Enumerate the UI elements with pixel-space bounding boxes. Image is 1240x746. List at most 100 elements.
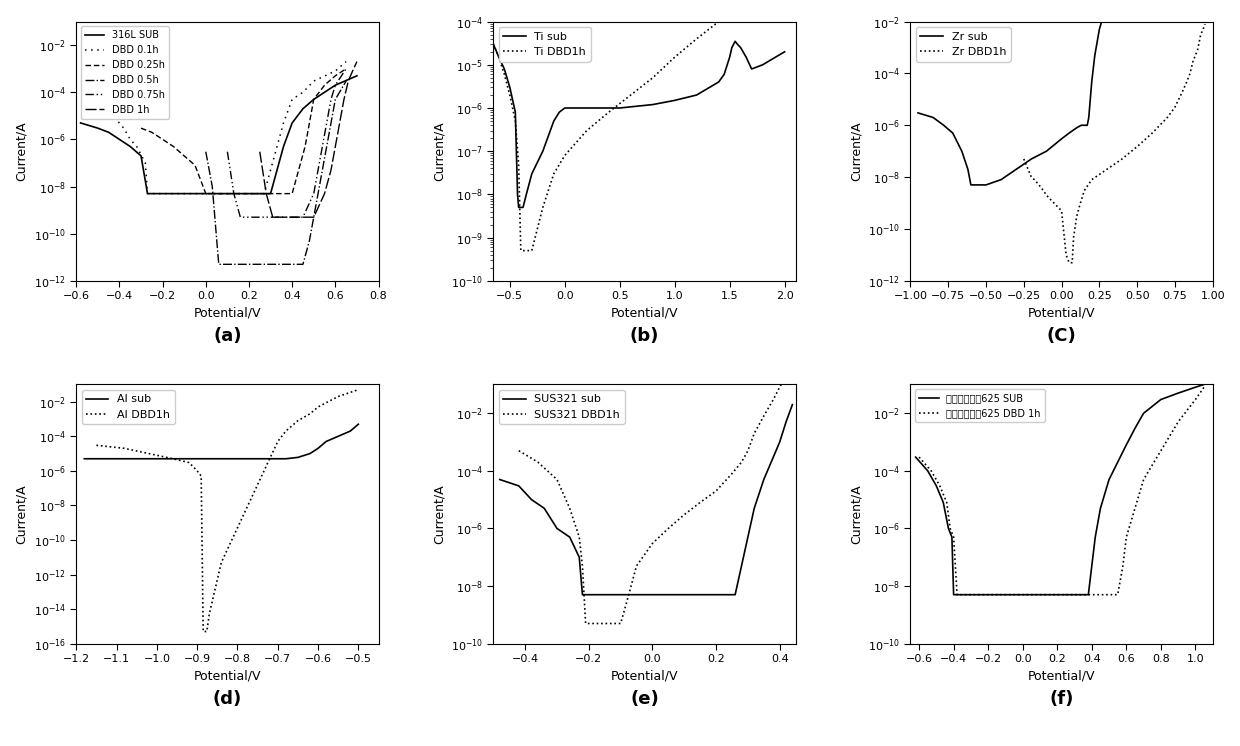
Al sub [193, 454, 208, 463]
DBD 0.5h [339, 77, 353, 86]
DBD 0.25h [285, 189, 300, 198]
SUS321 DBD1h [613, 619, 627, 628]
Zr sub [1084, 77, 1099, 86]
Zr DBD1h [1073, 201, 1087, 210]
DBD 1h [268, 213, 283, 222]
DBD 1h [272, 213, 286, 222]
Zr DBD1h [1024, 172, 1039, 181]
DBD 0.75h [219, 147, 234, 156]
Al sub [262, 454, 277, 463]
Zr sub [1076, 121, 1091, 130]
Y-axis label: Current/A: Current/A [849, 484, 862, 544]
Ti DBD1h [712, 17, 727, 26]
Ti sub [486, 40, 501, 48]
镍基高温合金625 DBD 1h [1118, 533, 1133, 542]
316L SUB [198, 189, 213, 198]
Al sub [270, 454, 285, 463]
DBD 0.25h [317, 81, 332, 90]
Ti DBD1h [536, 203, 551, 212]
DBD 0.25h [205, 189, 219, 198]
镍基高温合金625 DBD 1h [981, 590, 996, 599]
DBD 0.5h [218, 260, 233, 269]
DBD 0.5h [224, 260, 239, 269]
Ti sub [645, 100, 660, 109]
Text: (a): (a) [213, 327, 242, 345]
SUS321 DBD1h [578, 619, 593, 628]
Al sub [165, 454, 180, 463]
DBD 0.1h [123, 135, 138, 144]
316L SUB [285, 119, 300, 128]
Zr DBD1h [1198, 19, 1213, 28]
Zr DBD1h [1185, 57, 1200, 66]
SUS321 sub [740, 533, 755, 542]
SUS321 sub [511, 481, 526, 490]
DBD 0.1h [129, 142, 144, 151]
Zr sub [945, 128, 960, 137]
镍基高温合金625 DBD 1h [1033, 590, 1048, 599]
Ti DBD1h [777, 0, 792, 5]
DBD 0.1h [295, 88, 310, 97]
Al DBD1h [181, 458, 196, 467]
镍基高温合金625 DBD 1h [942, 524, 957, 533]
镍基高温合金625 SUB [1171, 389, 1185, 398]
DBD 1h [317, 189, 332, 198]
DBD 0.25h [303, 119, 317, 128]
Al sub [303, 449, 317, 458]
Zr sub [1081, 113, 1096, 122]
Line: Zr sub: Zr sub [918, 0, 1122, 185]
Zr DBD1h [1084, 175, 1099, 184]
DBD 0.25h [177, 151, 192, 160]
镍基高温合金625 SUB [929, 481, 944, 490]
316L SUB [269, 166, 284, 175]
Ti sub [667, 96, 682, 105]
Text: (b): (b) [630, 327, 660, 345]
DBD 0.75h [233, 213, 248, 222]
Ti sub [689, 90, 704, 99]
Ti DBD1h [722, 4, 737, 13]
Line: 镍基高温合金625 SUB: 镍基高温合金625 SUB [915, 384, 1204, 595]
Al DBD1h [206, 592, 221, 601]
316L SUB [91, 124, 105, 133]
Line: SUS321 sub: SUS321 sub [500, 404, 792, 595]
DBD 0.25h [339, 64, 353, 73]
316L SUB [144, 189, 159, 198]
Text: (d): (d) [213, 690, 242, 708]
Ti DBD1h [744, 0, 759, 5]
Al DBD1h [202, 609, 217, 618]
Legend: 316L SUB, DBD 0.1h, DBD 0.25h, DBD 0.5h, DBD 0.75h, DBD 1h: 316L SUB, DBD 0.1h, DBD 0.25h, DBD 0.5h,… [81, 26, 169, 119]
DBD 0.75h [237, 213, 252, 222]
DBD 0.75h [242, 213, 257, 222]
镍基高温合金625 SUB [908, 453, 923, 462]
Line: SUS321 DBD1h: SUS321 DBD1h [518, 364, 792, 624]
Al DBD1h [229, 524, 244, 533]
镍基高温合金625 DBD 1h [1016, 590, 1030, 599]
镍基高温合金625 SUB [1188, 383, 1203, 392]
Zr DBD1h [1190, 46, 1205, 54]
Zr sub [1009, 165, 1024, 174]
Zr DBD1h [1145, 128, 1159, 137]
Zr DBD1h [1176, 87, 1190, 96]
Ti DBD1h [579, 126, 594, 135]
DBD 0.1h [269, 142, 284, 151]
SUS321 DBD1h [677, 510, 692, 519]
Zr DBD1h [1168, 103, 1183, 112]
Al sub [229, 454, 244, 463]
Ti sub [536, 147, 551, 156]
Zr sub [1024, 154, 1039, 163]
Al DBD1h [254, 471, 269, 480]
SUS321 sub [598, 590, 613, 599]
DBD 1h [327, 142, 342, 151]
DBD 0.5h [327, 95, 342, 104]
Y-axis label: Current/A: Current/A [433, 484, 445, 544]
DBD 0.75h [239, 213, 254, 222]
镍基高温合金625 SUB [954, 590, 968, 599]
SUS321 sub [766, 453, 781, 462]
DBD 0.5h [263, 260, 278, 269]
Ti DBD1h [502, 90, 517, 99]
Al DBD1h [196, 627, 211, 636]
DBD 1h [324, 166, 339, 175]
镍基高温合金625 SUB [1092, 504, 1107, 513]
Al sub [319, 437, 334, 446]
DBD 0.5h [306, 213, 321, 222]
SUS321 DBD1h [693, 498, 708, 507]
